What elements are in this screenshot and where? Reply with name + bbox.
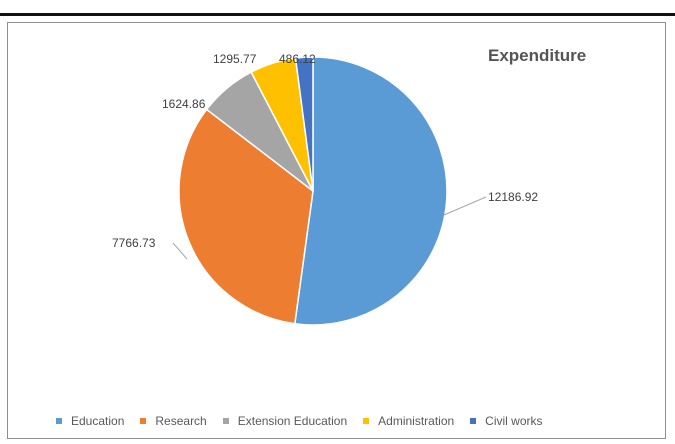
legend-item-research: Research (140, 414, 207, 428)
chart-title: Expenditure (488, 46, 587, 65)
pie-slice-research (178, 108, 314, 325)
data-label-research: 7766.73 (112, 236, 156, 250)
legend-label-administration: Administration (378, 414, 455, 428)
legend-item-administration: Administration (363, 414, 454, 428)
legend-item-education: Education (56, 414, 124, 428)
pie-slice-civil-works (294, 56, 314, 192)
legend-label-research: Research (155, 414, 207, 428)
legend-item-civil-works: Civil works (470, 414, 543, 428)
legend-swatch-education (56, 418, 62, 424)
legend-label-extension-education: Extension Education (237, 414, 348, 428)
legend-item-extension-education: Extension Education (222, 414, 348, 428)
pie-slice-education (293, 56, 448, 326)
leader-line-education (443, 196, 487, 216)
data-label-civil-works: 486.12 (279, 52, 316, 66)
leader-line-research (172, 242, 188, 260)
top-border (0, 13, 675, 16)
legend-swatch-civil-works (470, 418, 477, 424)
data-label-administration: 1295.77 (213, 52, 257, 66)
chart-legend: Education Research Extension Education A… (56, 414, 559, 428)
legend-label-civil-works: Civil works (485, 414, 543, 428)
data-label-education: 12186.92 (488, 190, 538, 204)
legend-swatch-administration (363, 418, 370, 424)
legend-label-education: Education (71, 414, 125, 428)
data-label-extension-education: 1624.86 (162, 97, 206, 111)
legend-swatch-research (140, 418, 147, 424)
legend-swatch-extension-education (222, 418, 229, 424)
